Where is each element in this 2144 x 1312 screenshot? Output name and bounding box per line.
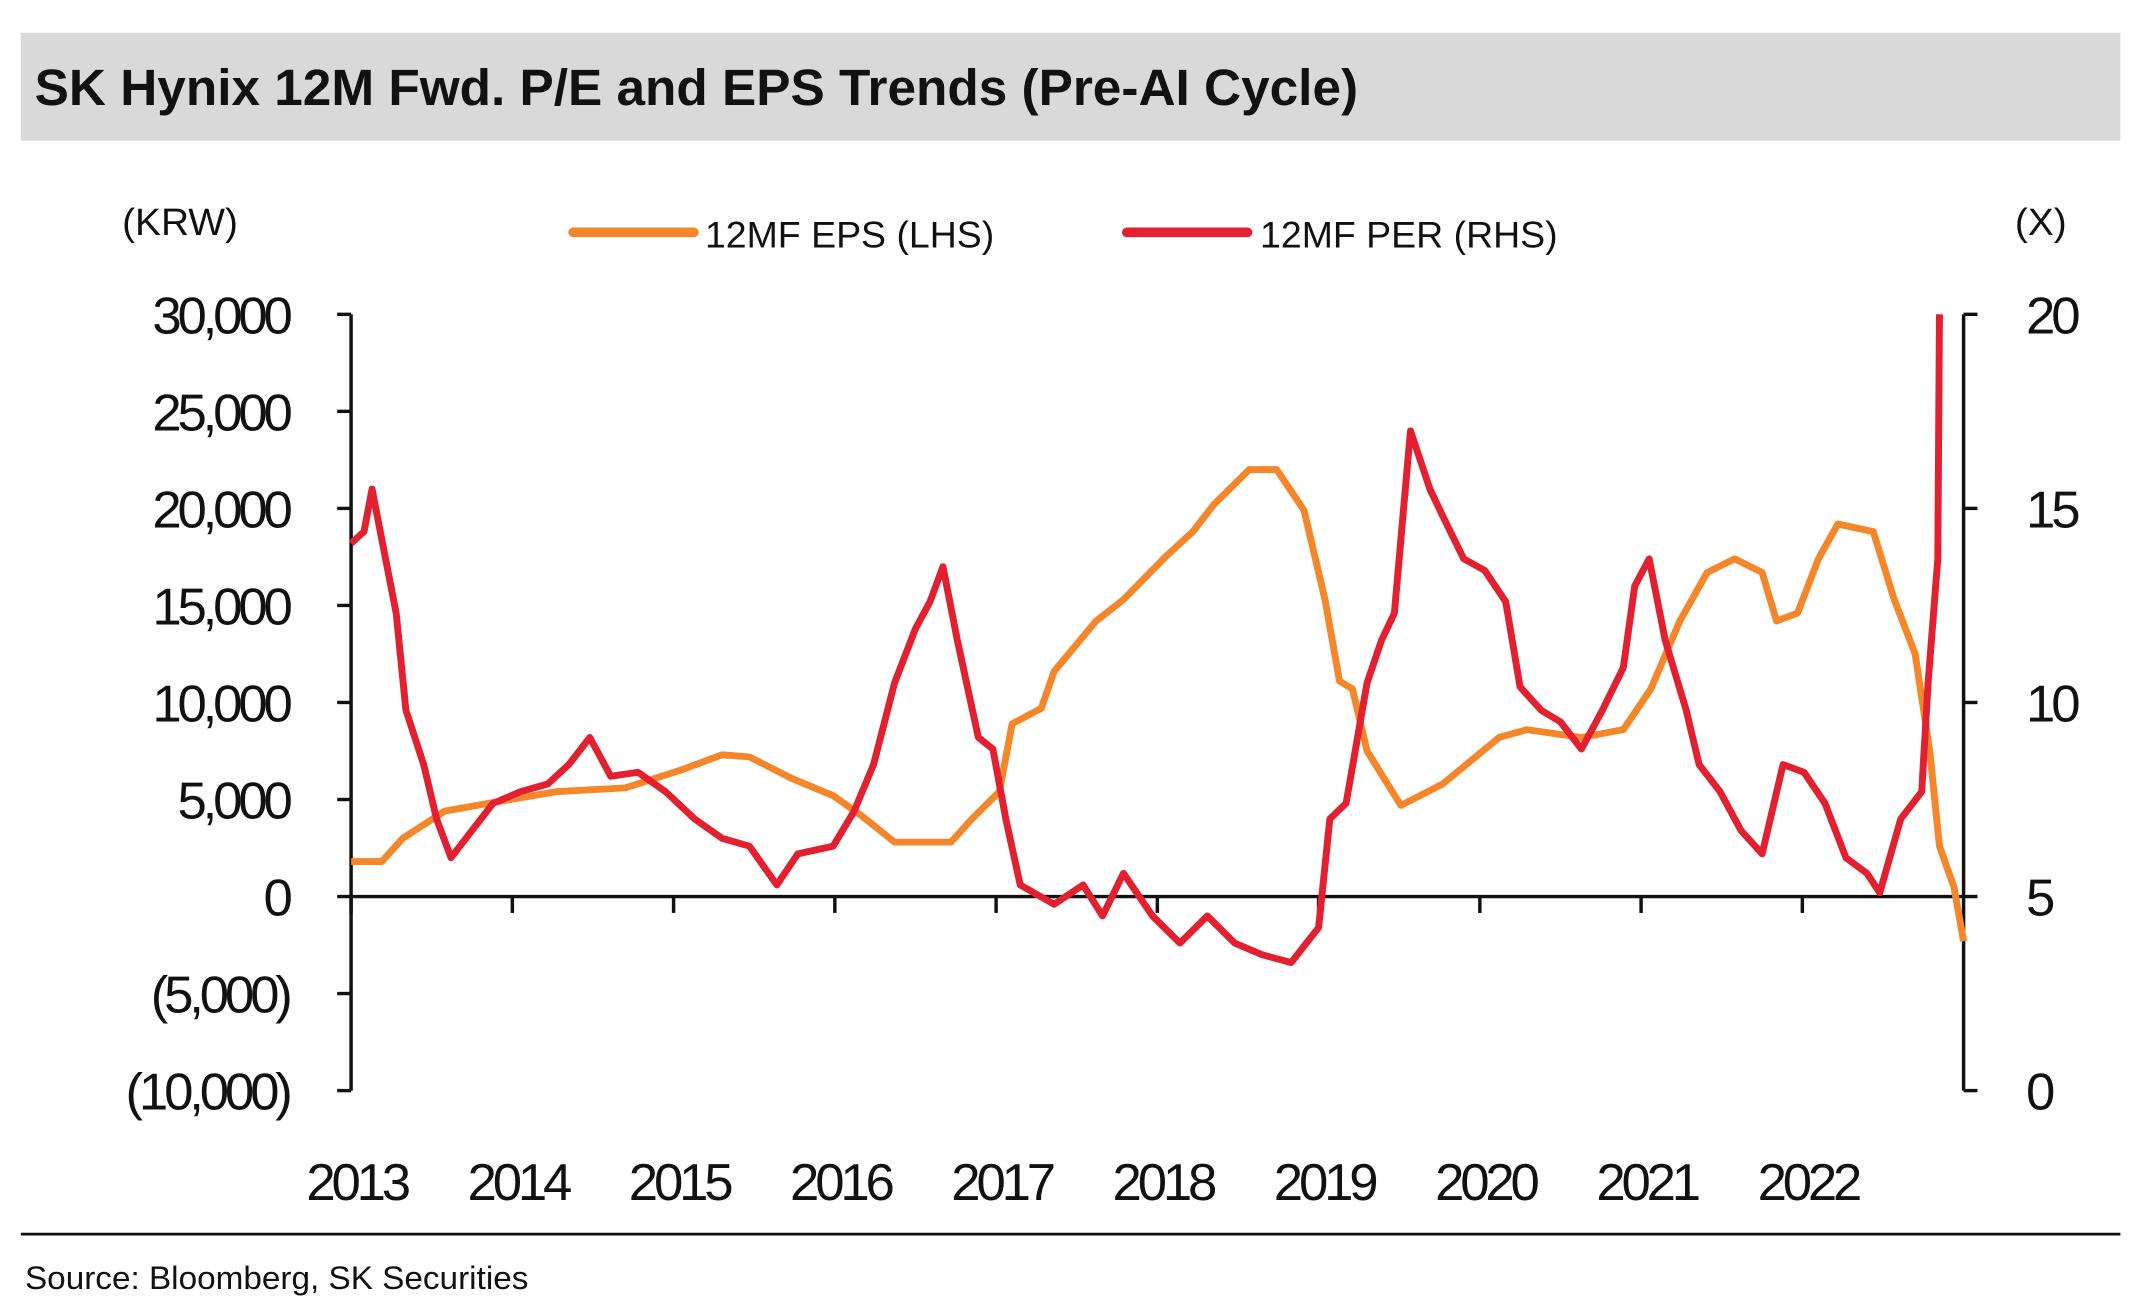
title-bar <box>20 32 2121 141</box>
right-tick-label: 0 <box>2026 1064 2054 1122</box>
left-tick-label: 20,000 <box>152 482 291 540</box>
x-tick-label: 2016 <box>790 1154 893 1212</box>
axes: 30,000 25,000 20,000 15,000 10,000 5,000 0 (5,0… <box>126 288 2084 1212</box>
x-tick-label: 2018 <box>1113 1154 1216 1212</box>
right-tick-label: 20 <box>2026 288 2079 346</box>
right-tick-label: 15 <box>2026 482 2078 540</box>
source-note: Source: Bloomberg, SK Securities <box>25 1260 528 1297</box>
left-tick-label: 15,000 <box>152 579 291 637</box>
right-tick-label: 5 <box>2026 870 2053 928</box>
right-tick-label: 10 <box>2026 676 2079 734</box>
chart-title: SK Hynix 12M Fwd. P/E and EPS Trends (Pr… <box>35 60 1358 117</box>
left-tick-label: 30,000 <box>152 288 291 346</box>
x-tick-label: 2014 <box>468 1154 572 1212</box>
right-axis-unit: (X) <box>2015 201 2067 244</box>
legend: 12MF EPS (LHS) 12MF PER (RHS) <box>568 214 1558 256</box>
series-lines <box>348 314 1968 966</box>
legend-eps-label: 12MF EPS (LHS) <box>705 214 994 256</box>
x-tick-label: 2021 <box>1596 1154 1699 1212</box>
eps-series-line <box>351 466 1968 942</box>
left-tick-label: 5,000 <box>178 773 292 831</box>
left-tick-label: (10,000) <box>126 1064 291 1122</box>
left-tick-label: 0 <box>263 870 291 928</box>
x-tick-label: 2019 <box>1274 1154 1377 1212</box>
left-tick-label: 25,000 <box>152 385 291 443</box>
legend-per-label: 12MF PER (RHS) <box>1260 214 1558 256</box>
x-tick-label: 2013 <box>306 1154 409 1212</box>
x-tick-label: 2015 <box>629 1154 732 1212</box>
left-tick-label: (5,000) <box>151 967 291 1025</box>
left-axis-unit: (KRW) <box>122 201 238 244</box>
left-tick-label: 10,000 <box>152 676 291 734</box>
x-tick-label: 2017 <box>951 1154 1054 1212</box>
x-tick-label: 2022 <box>1758 1154 1861 1212</box>
x-tick-label: 2020 <box>1435 1154 1539 1212</box>
per-series-line <box>348 314 1943 966</box>
